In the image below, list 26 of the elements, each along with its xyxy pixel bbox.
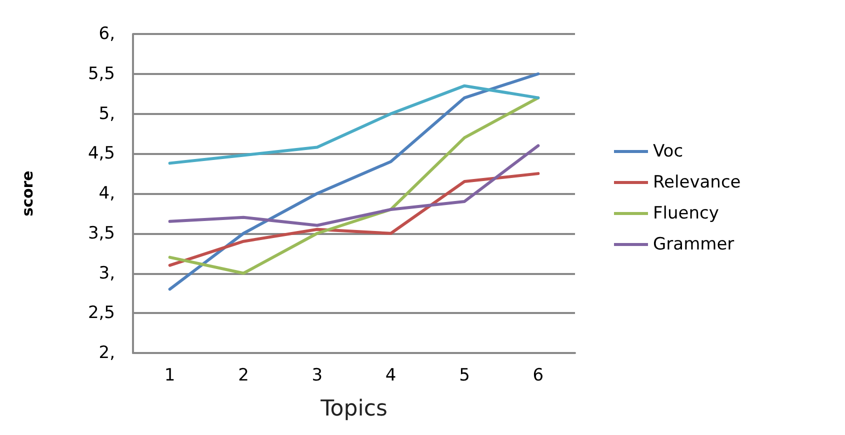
x-tick-label: 3	[312, 366, 323, 386]
x-tick-label: 6	[532, 366, 544, 386]
x-tick-label: 1	[164, 366, 176, 386]
y-tick-label: 3,5	[88, 223, 115, 244]
y-tick-label: 5,	[98, 104, 115, 124]
line-series	[168, 84, 540, 165]
legend-label: Relevance	[653, 172, 741, 192]
legend-label: Voc	[653, 142, 684, 162]
line-series	[168, 172, 540, 267]
y-tick-label: 5,5	[88, 64, 115, 84]
x-tick-label: 5	[459, 366, 470, 386]
legend-label: Grammer	[653, 234, 734, 254]
y-tick-label: 3,	[98, 263, 115, 284]
x-axis-title: Topics	[320, 396, 388, 422]
y-axis-title: score	[18, 170, 36, 216]
y-tick-label: 4,5	[88, 144, 115, 164]
line-series	[168, 96, 540, 275]
line-series	[168, 144, 540, 227]
y-tick-label: 2,	[98, 343, 115, 363]
y-tick-label: 6,	[98, 24, 115, 44]
y-tick-label: 2,5	[88, 303, 115, 324]
y-tick-label: 4,	[98, 184, 115, 204]
x-tick-label: 4	[385, 366, 396, 386]
legend-label: Fluency	[653, 204, 719, 224]
x-tick-label: 2	[238, 366, 249, 386]
line-series	[168, 72, 540, 291]
